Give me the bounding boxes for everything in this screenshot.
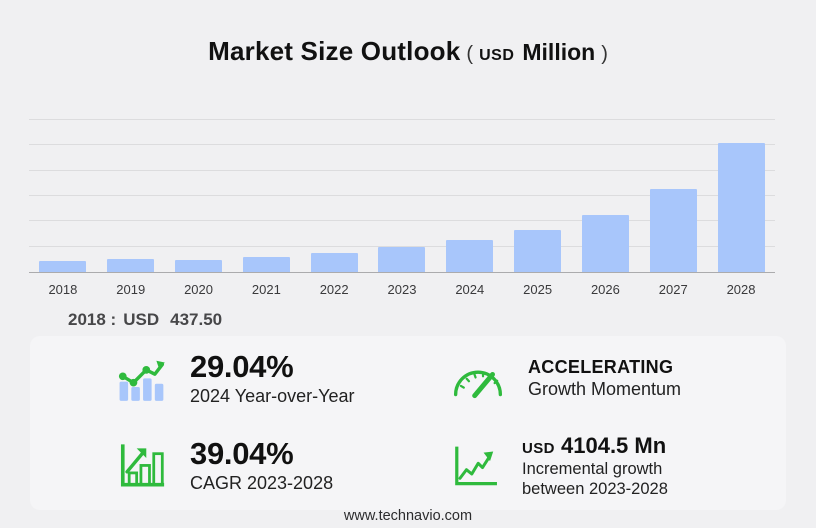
stat-text-momentum: ACCELERATING Growth Momentum [528, 358, 681, 400]
stat-text-yoy: 29.04% 2024 Year-over-Year [190, 351, 354, 407]
bar-2018 [39, 260, 87, 272]
incremental-currency: USD [522, 439, 555, 457]
x-axis-label-2028: 2028 [726, 282, 756, 297]
incremental-label-line2: between 2023-2028 [522, 479, 668, 498]
incremental-label-line1: Incremental growth [522, 460, 663, 479]
bar-2019 [107, 258, 155, 272]
yoy-label: 2024 Year-over-Year [190, 385, 355, 406]
chart-bars [29, 120, 775, 272]
gridline [29, 144, 775, 146]
stats-panel: 29.04% 2024 Year-over-Year [30, 336, 786, 510]
base-year-value: 437.50 [170, 310, 223, 329]
bar-slot-2024 [436, 120, 504, 272]
stat-text-cagr: 39.04% CAGR 2023-2028 [190, 438, 333, 494]
chart-plot-area [29, 119, 775, 273]
stat-card-cagr: 39.04% CAGR 2023-2028 [30, 423, 408, 510]
chart-title: Market Size Outlook ( USD Million ) [0, 36, 816, 67]
x-axis-label-2020: 2020 [184, 282, 213, 297]
bar-slot-2026 [572, 120, 640, 272]
unit-paren-close: ) [601, 43, 608, 65]
unit-label: Million [522, 39, 596, 65]
x-axis-label-2021: 2021 [251, 282, 281, 297]
chart-x-axis-labels: 2018 2019 2020 2021 2022 2023 2024 2025 2026 2027… [29, 282, 775, 297]
bar-slot-2019 [97, 120, 165, 272]
unit-paren-open: ( [466, 43, 474, 65]
speedometer-icon [450, 361, 506, 399]
x-axis-label-2023: 2023 [387, 282, 417, 297]
trend-bars-icon [116, 356, 168, 403]
growth-chart-icon [116, 443, 168, 490]
bar-2025 [514, 230, 562, 272]
bar-slot-2023 [368, 120, 436, 272]
base-year-label: 2018 : [68, 310, 117, 329]
stat-card-yoy: 29.04% 2024 Year-over-Year [30, 336, 408, 423]
stat-text-incremental: USD 4104.5 Mn Incremental growth between… [522, 434, 668, 499]
bar-2021 [242, 256, 290, 272]
x-axis-label-2024: 2024 [455, 282, 485, 297]
bar-2024 [446, 240, 494, 272]
x-axis-label-2025: 2025 [523, 282, 553, 297]
gridline [29, 169, 775, 171]
bar-slot-2018 [29, 120, 97, 272]
bar-2023 [378, 247, 426, 272]
bar-2020 [175, 260, 223, 272]
gridline [29, 195, 775, 196]
base-year-currency: USD [123, 310, 160, 329]
incremental-value: USD 4104.5 Mn [522, 434, 668, 457]
unit-currency: USD [479, 47, 515, 64]
gridline [29, 119, 775, 120]
x-axis-label-2027: 2027 [658, 282, 688, 297]
base-year-note: 2018 : USD 437.50 [68, 310, 222, 330]
x-axis-label-2018: 2018 [48, 282, 78, 297]
yoy-value: 29.04% [190, 349, 294, 385]
gridline [29, 220, 775, 222]
x-axis-label-2019: 2019 [116, 282, 146, 297]
bar-2026 [581, 214, 629, 272]
website-url: www.technavio.com [343, 508, 473, 524]
momentum-label: Growth Momentum [528, 379, 682, 400]
bar-slot-2020 [165, 120, 233, 272]
chart-title-text: Market Size Outlook [208, 36, 461, 66]
bar-chart: 2018 2019 2020 2021 2022 2023 2024 2025 2026 2027… [29, 119, 775, 297]
bar-slot-2021 [232, 120, 300, 272]
x-axis-label-2026: 2026 [590, 282, 620, 297]
bar-2028 [717, 143, 765, 272]
incremental-growth-icon [450, 444, 500, 489]
bar-slot-2028 [707, 120, 775, 272]
incremental-amount: 4104.5 Mn [561, 432, 667, 458]
cagr-value: 39.04% [190, 436, 294, 472]
bar-2027 [649, 188, 697, 272]
stat-card-incremental: USD 4104.5 Mn Incremental growth between… [408, 423, 786, 510]
bar-2022 [310, 252, 358, 272]
gridline [29, 245, 775, 247]
bar-slot-2025 [504, 120, 572, 272]
x-axis-label-2022: 2022 [319, 282, 349, 297]
momentum-value: ACCELERATING [528, 357, 674, 378]
cagr-label: CAGR 2023-2028 [190, 472, 334, 493]
bar-slot-2027 [639, 120, 707, 272]
stat-card-momentum: ACCELERATING Growth Momentum [408, 336, 786, 423]
bar-slot-2022 [300, 120, 368, 272]
